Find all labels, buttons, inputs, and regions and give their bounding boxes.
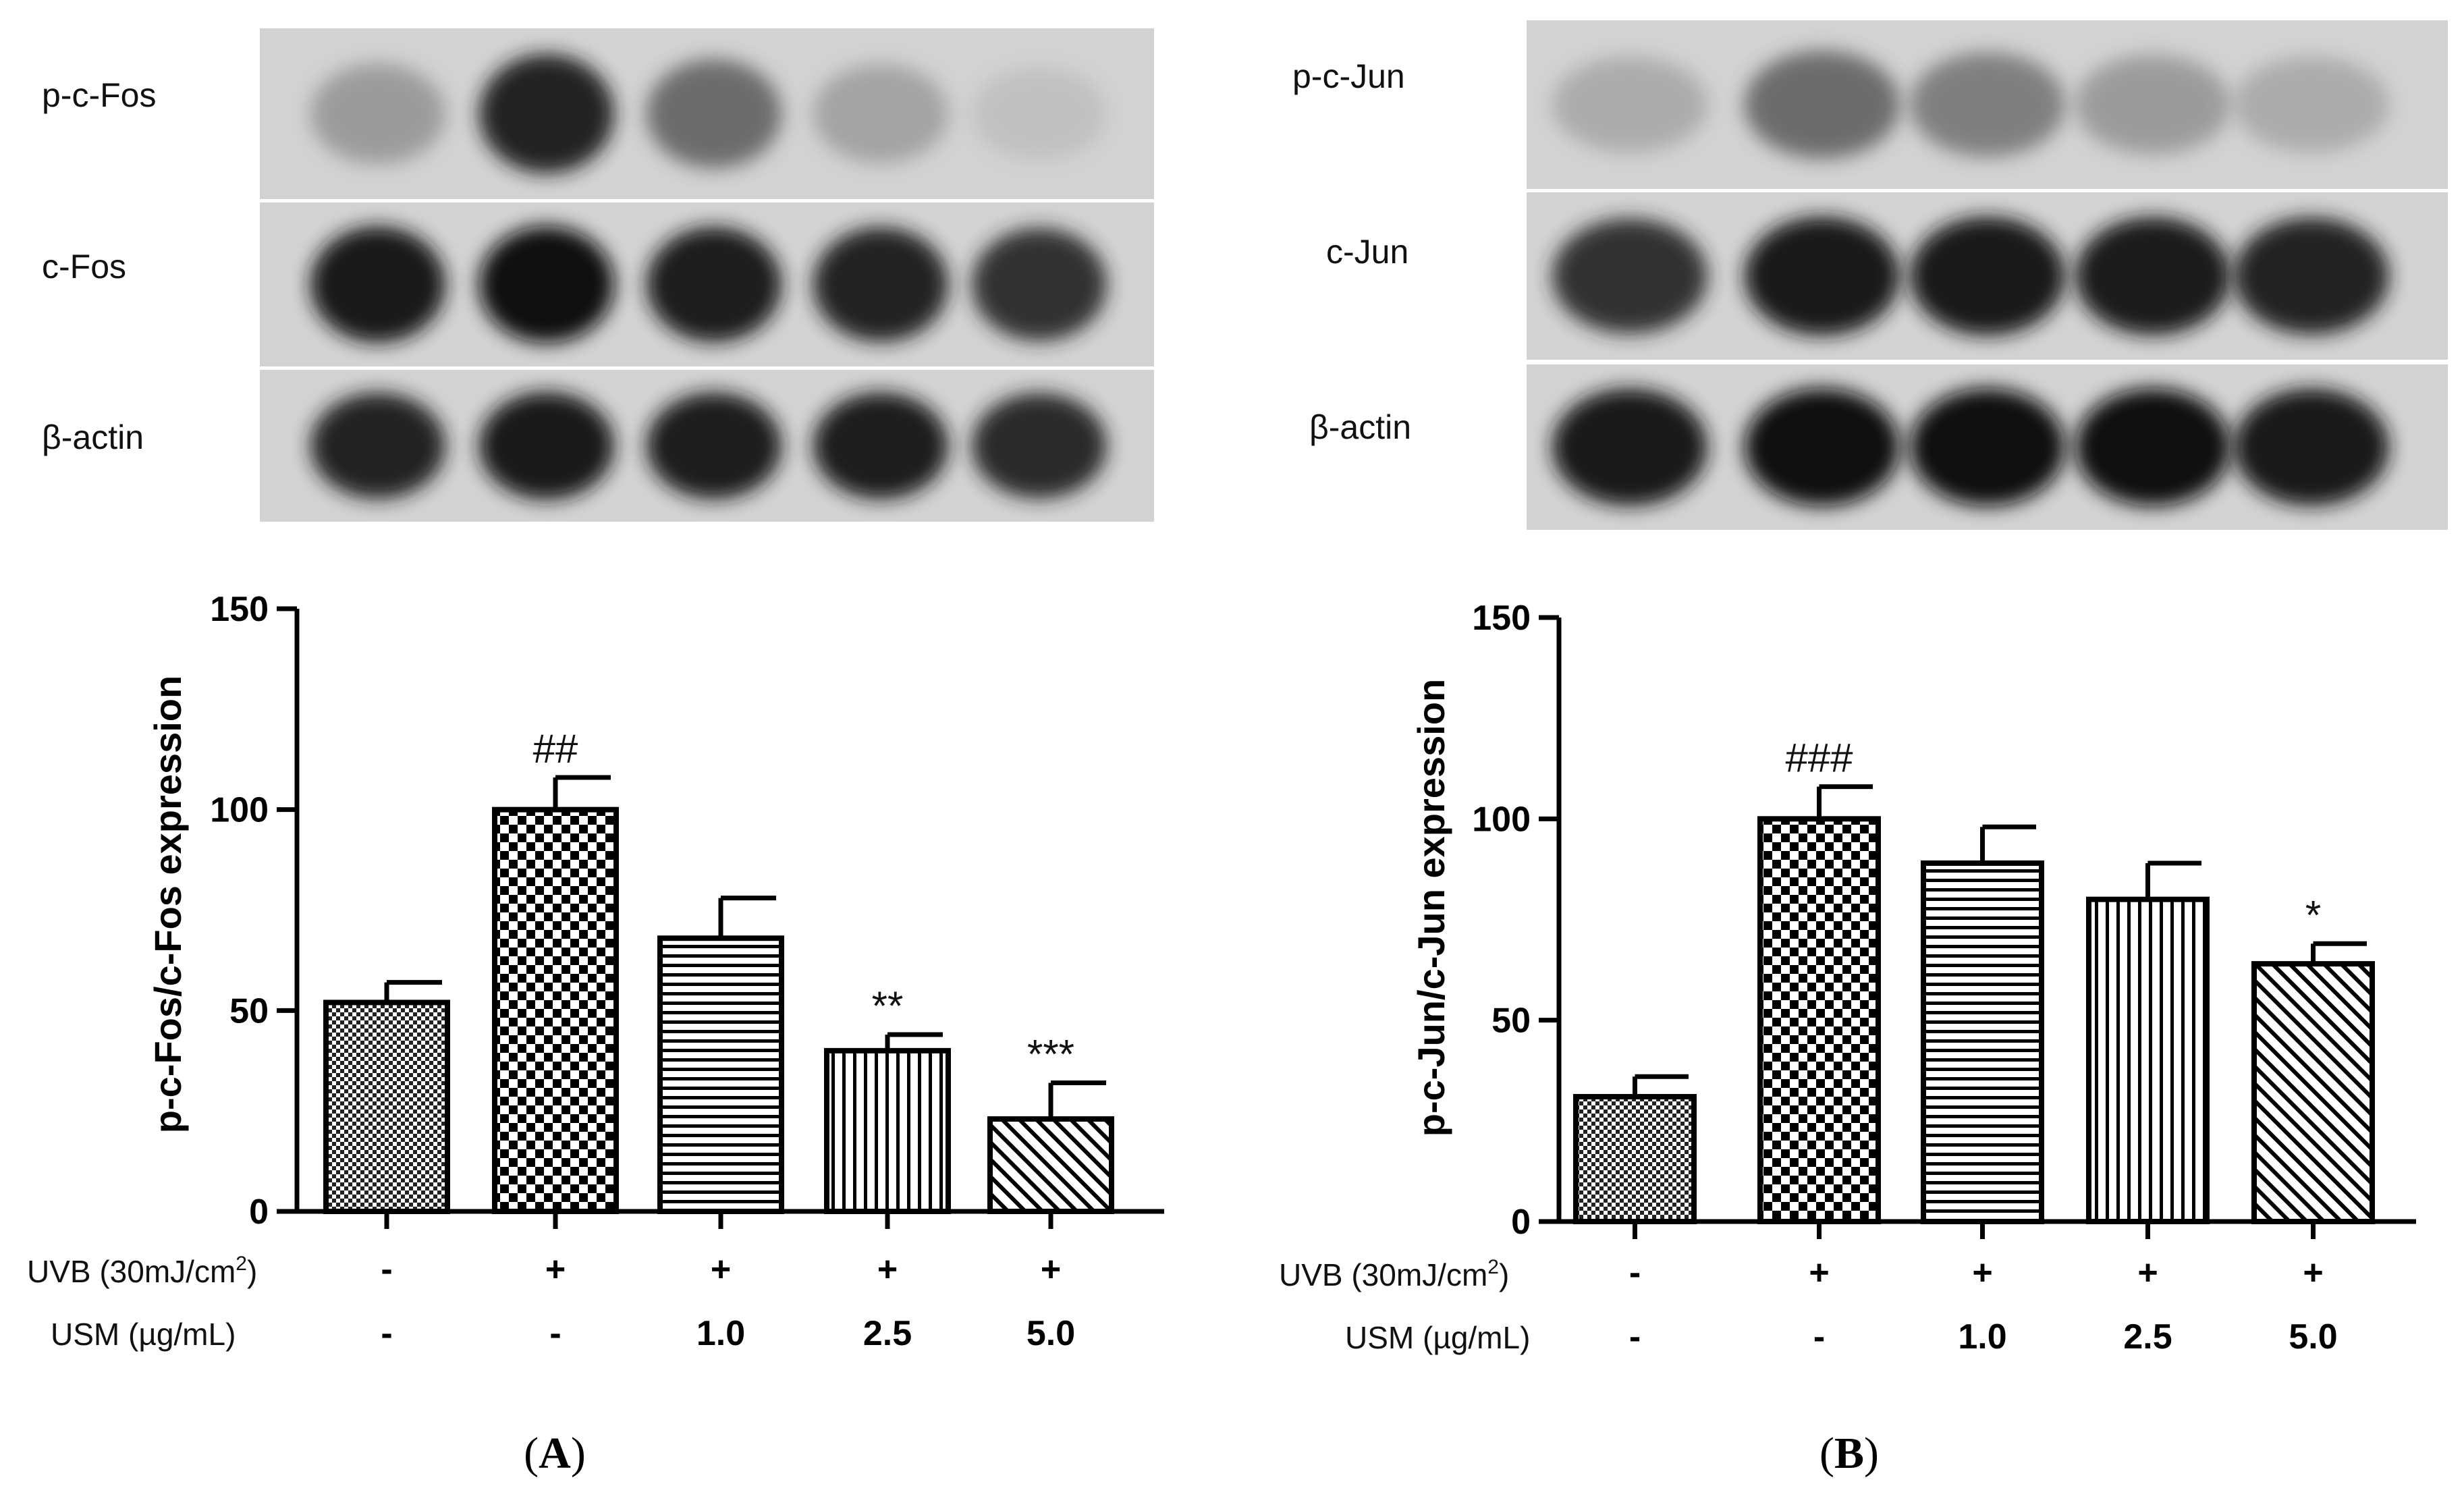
bar-b-4 bbox=[2251, 961, 2375, 1224]
panel-b: p-c-Jun c-Jun β-actin 0 50 100 150 - - ### + - +1… bbox=[1279, 20, 2448, 1478]
blot-band-b-2-4 bbox=[2234, 388, 2389, 506]
usm-label-b: USM (µg/mL) bbox=[1345, 1320, 1530, 1355]
uvb-value-b-0: - bbox=[1629, 1253, 1641, 1292]
uvb-value-b-2: + bbox=[1972, 1253, 1992, 1292]
blot-band-b-1-2 bbox=[1910, 216, 2065, 336]
bar-a-1 bbox=[492, 806, 619, 1214]
blot-band-a-2-1 bbox=[479, 391, 614, 500]
bar-b-1 bbox=[1757, 816, 1881, 1225]
blot-band-b-2-2 bbox=[1910, 388, 2065, 506]
y-tick-label-a-1: 50 bbox=[229, 991, 269, 1031]
blot-band-a-2-0 bbox=[310, 392, 445, 499]
uvb-value-a-4: + bbox=[1041, 1250, 1061, 1289]
blot-band-a-0-0 bbox=[310, 63, 445, 165]
blot-band-a-2-4 bbox=[972, 393, 1107, 499]
y-axis-label-b: p-c-Jun/c-Jun expression bbox=[1410, 679, 1452, 1136]
blot-label-b-0: p-c-Jun bbox=[1292, 57, 1405, 95]
usm-value-b-1: - bbox=[1813, 1317, 1825, 1357]
blot-band-a-1-2 bbox=[647, 226, 782, 343]
blot-band-a-1-3 bbox=[813, 227, 948, 342]
annotation-a-4: *** bbox=[1027, 1031, 1074, 1076]
blot-band-b-0-4 bbox=[2234, 56, 2389, 153]
uvb-value-a-1: + bbox=[545, 1250, 566, 1289]
blot-band-b-1-3 bbox=[2075, 217, 2230, 335]
bar-b-0 bbox=[1573, 1094, 1697, 1224]
blot-band-a-1-1 bbox=[479, 225, 614, 344]
blot-band-b-2-1 bbox=[1745, 388, 1900, 506]
y-tick-label-b-0: 0 bbox=[1511, 1203, 1531, 1242]
blot-band-b-0-2 bbox=[1910, 52, 2065, 157]
usm-value-a-0: - bbox=[381, 1314, 392, 1353]
usm-value-b-2: 1.0 bbox=[1958, 1317, 2006, 1357]
panel-letter-b: (B) bbox=[1819, 1429, 1879, 1478]
bar-a-4 bbox=[987, 1116, 1114, 1215]
uvb-value-a-3: + bbox=[877, 1250, 898, 1289]
conditions-a: UVB (30mJ/cm2) USM (µg/mL) bbox=[27, 1253, 257, 1352]
bar-a-0 bbox=[323, 999, 450, 1214]
bar-b-2 bbox=[1921, 860, 2044, 1224]
blot-label-b-2: β-actin bbox=[1309, 408, 1411, 446]
blot-band-b-1-4 bbox=[2234, 217, 2389, 335]
y-tick-label-b-1: 50 bbox=[1491, 1002, 1531, 1041]
panel-a: p-c-Fos c-Fos β-actin 0 50 100 150 - - ## + - +1.… bbox=[27, 28, 1164, 1478]
uvb-value-b-1: + bbox=[1809, 1253, 1829, 1292]
usm-value-b-3: 2.5 bbox=[2123, 1317, 2172, 1357]
blot-labels-b: p-c-Jun c-Jun β-actin bbox=[1292, 57, 1411, 446]
blot-band-a-0-4 bbox=[972, 67, 1107, 160]
blot-band-b-2-3 bbox=[2075, 388, 2230, 506]
annotation-b-1: ### bbox=[1785, 736, 1853, 781]
uvb-label-b: UVB (30mJ/cm2) bbox=[1279, 1256, 1509, 1292]
blot-band-a-2-2 bbox=[647, 392, 782, 499]
usm-value-a-1: - bbox=[549, 1314, 561, 1353]
blot-band-b-0-0 bbox=[1552, 56, 1707, 153]
blot-label-b-1: c-Jun bbox=[1326, 233, 1408, 271]
blot-a bbox=[260, 28, 1154, 522]
conditions-b: UVB (30mJ/cm2) USM (µg/mL) bbox=[1279, 1256, 1530, 1355]
usm-value-a-3: 2.5 bbox=[863, 1314, 912, 1353]
blot-band-b-1-1 bbox=[1745, 216, 1900, 336]
blot-band-a-1-0 bbox=[310, 226, 445, 343]
uvb-value-b-4: + bbox=[2303, 1253, 2323, 1292]
usm-value-b-0: - bbox=[1629, 1317, 1641, 1357]
bar-chart-b: 0 50 100 150 - - ### + - +1.0 +2.5 * +5.0 bbox=[1472, 599, 2416, 1357]
blot-labels-a: p-c-Fos c-Fos β-actin bbox=[42, 76, 156, 456]
uvb-value-a-2: + bbox=[711, 1250, 731, 1289]
annotation-b-4: * bbox=[2305, 892, 2321, 937]
y-tick-label-b-3: 150 bbox=[1472, 599, 1531, 638]
annotation-a-3: ** bbox=[872, 983, 904, 1029]
blot-band-b-0-1 bbox=[1745, 51, 1900, 159]
bar-a-3 bbox=[824, 1047, 951, 1215]
blot-band-b-0-3 bbox=[2075, 55, 2230, 155]
blot-label-a-1: c-Fos bbox=[42, 248, 126, 285]
usm-label-a: USM (µg/mL) bbox=[51, 1317, 236, 1352]
uvb-value-b-3: + bbox=[2137, 1253, 2158, 1292]
blot-band-a-0-3 bbox=[813, 64, 948, 163]
bar-b-3 bbox=[2086, 896, 2210, 1224]
blot-band-a-2-3 bbox=[813, 392, 948, 499]
y-tick-label-a-0: 0 bbox=[249, 1193, 269, 1232]
usm-value-a-4: 5.0 bbox=[1026, 1314, 1075, 1353]
panel-letter-a: (A) bbox=[524, 1429, 586, 1478]
y-tick-label-b-2: 100 bbox=[1472, 800, 1531, 839]
blot-band-b-2-0 bbox=[1552, 388, 1707, 506]
blot-label-a-0: p-c-Fos bbox=[42, 76, 156, 114]
uvb-value-a-0: - bbox=[381, 1250, 392, 1289]
y-tick-label-a-2: 100 bbox=[210, 791, 269, 830]
annotation-a-1: ## bbox=[533, 726, 578, 771]
blot-band-a-0-1 bbox=[479, 53, 614, 174]
bar-a-2 bbox=[657, 935, 784, 1214]
usm-value-a-2: 1.0 bbox=[696, 1314, 745, 1353]
blot-band-b-1-0 bbox=[1552, 218, 1707, 334]
blot-band-a-1-4 bbox=[972, 227, 1107, 341]
y-axis-label-a: p-c-Fos/c-Fos expression bbox=[146, 676, 189, 1133]
blot-band-a-0-2 bbox=[647, 59, 782, 169]
blot-b bbox=[1527, 20, 2448, 530]
blot-label-a-2: β-actin bbox=[42, 418, 144, 456]
usm-value-b-4: 5.0 bbox=[2289, 1317, 2337, 1357]
y-tick-label-a-3: 150 bbox=[210, 590, 269, 629]
bar-chart-a: 0 50 100 150 - - ## + - +1.0 ** +2.5 *** +5.0 bbox=[210, 590, 1164, 1353]
uvb-label-a: UVB (30mJ/cm2) bbox=[27, 1253, 257, 1289]
